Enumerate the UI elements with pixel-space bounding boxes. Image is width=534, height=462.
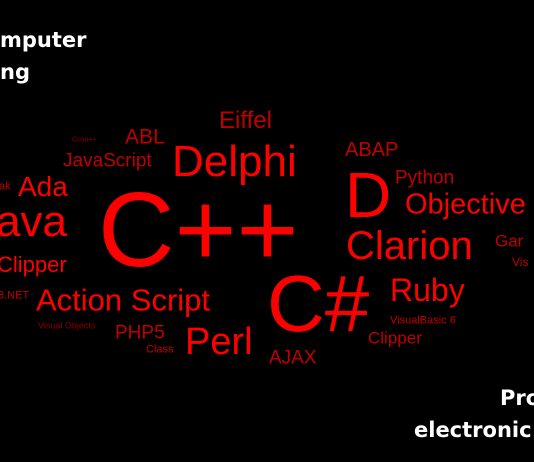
word-squeak: ak [0, 180, 11, 193]
word-delphi: Delphi [172, 137, 297, 186]
word-visual-objects: Visual Objects [38, 320, 96, 331]
word-php5: PHP5 [115, 322, 165, 344]
word-eiffel: Eiffel [219, 107, 272, 134]
caption-top-left-line-2: ng [0, 60, 30, 84]
word-class: Class [146, 343, 174, 356]
caption-top-left-line-1: mputer [0, 28, 87, 52]
word-ajax: AJAX [269, 347, 317, 369]
word-perl: Perl [185, 321, 253, 363]
word-java: ava [0, 197, 67, 246]
word-d: D [345, 159, 392, 231]
word-abl: ABL [125, 125, 165, 149]
word-objective: Objective [405, 188, 526, 221]
word-action-script: Action Script [36, 282, 211, 318]
word-clipper-right: Clipper [368, 328, 422, 348]
word-visualbasic: VisualBasic 6 [390, 314, 456, 327]
word-small-top: Cuso++ [72, 136, 97, 144]
caption-bottom-right-line-2: electronic [414, 418, 532, 442]
word-vis: Vis [512, 255, 529, 269]
word-python: Python [395, 167, 455, 189]
word-c-sharp: C# [267, 259, 370, 348]
word-ruby: Ruby [390, 272, 465, 308]
word-javascript: JavaScript [63, 150, 152, 172]
word-c-plus-plus: C++ [98, 171, 299, 289]
caption-bottom-right-line-1: Pro [500, 386, 534, 410]
word-dotnet: 3.NET [0, 289, 30, 302]
word-clarion: Clarion [346, 224, 473, 268]
word-abap: ABAP [345, 139, 399, 161]
word-clipper-left: Clipper [0, 252, 67, 277]
word-gar: Gar [495, 231, 524, 251]
word-ada: Ada [18, 171, 68, 202]
